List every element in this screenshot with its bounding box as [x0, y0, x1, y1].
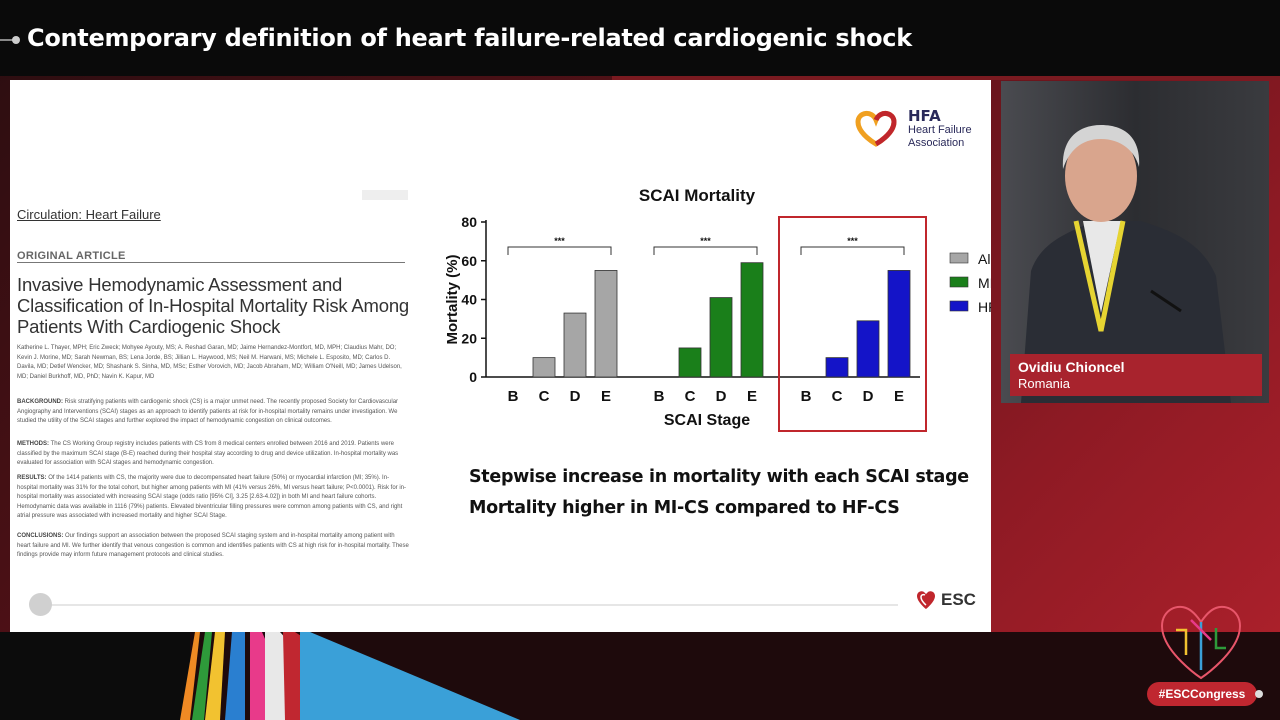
abstract-methods: METHODS: The CS Working Group registry i… — [17, 440, 409, 469]
bar-All-E — [594, 270, 618, 378]
esc-slide-text: ESC — [941, 590, 976, 609]
significance-label-All: *** — [554, 236, 565, 246]
hfa-line-1: Heart Failure — [908, 124, 972, 136]
slide-progress-knob — [29, 593, 52, 616]
session-title: Contemporary definition of heart failure… — [27, 24, 912, 52]
bar-HF-E — [887, 270, 911, 378]
background-label: BACKGROUND: — [17, 399, 63, 405]
legend-label-MI: MI — [978, 275, 991, 291]
results-text: Of the 1414 patients with CS, the majori… — [17, 475, 407, 519]
hfa-logo-text: HFA Heart Failure Association — [908, 108, 972, 150]
speaker-name: Ovidiu Chioncel — [1018, 359, 1125, 375]
hfa-abbr: HFA — [908, 107, 941, 125]
divider — [17, 262, 405, 263]
scai-mortality-chart: 0 20 40 60 80 Mortality (%) B C D E *** B C D E *** B C D E… — [444, 214, 991, 429]
x-tick-label-MI-D: D — [716, 388, 727, 405]
hf-highlight-box — [778, 216, 927, 432]
methods-label: METHODS: — [17, 441, 49, 447]
speaker-country: Romania — [1018, 376, 1071, 391]
x-tick-label-All-E: E — [601, 388, 611, 405]
y-tick-label-20: 20 — [461, 330, 477, 346]
results-label: RESULTS: — [17, 475, 47, 481]
accent-strip — [612, 76, 1280, 80]
bar-MI-D — [709, 297, 733, 378]
paper-title: Invasive Hemodynamic Assessment and Clas… — [17, 274, 410, 337]
esc-congress-heart-icon — [1160, 605, 1242, 680]
article-type: ORIGINAL ARTICLE — [17, 250, 126, 262]
y-tick-label-40: 40 — [461, 292, 477, 308]
journal-name: Circulation: Heart Failure — [17, 207, 161, 222]
legend-swatch-All — [949, 252, 969, 264]
x-tick-label-HF-C: C — [832, 388, 843, 405]
significance-bracket-HF — [800, 246, 905, 255]
hashtag-dot — [1255, 690, 1263, 698]
paper-authors: Katherine L. Thayer, MPH; Eric Zweck; Mo… — [17, 345, 402, 380]
title-bar-dot — [12, 36, 20, 44]
statement-line-1: Stepwise increase in mortality with each… — [469, 467, 969, 487]
methods-text: The CS Working Group registry includes p… — [17, 441, 399, 466]
bar-HF-C — [825, 357, 849, 378]
bar-All-C — [532, 357, 556, 378]
x-tick-label-HF-E: E — [894, 388, 904, 405]
x-axis-label: SCAI Stage — [664, 412, 750, 429]
bar-MI-C — [678, 347, 702, 378]
x-tick-label-MI-B: B — [654, 388, 665, 405]
statement-line-2: Mortality higher in MI-CS compared to HF… — [469, 498, 900, 518]
x-tick-label-All-B: B — [508, 388, 519, 405]
y-tick-label-80: 80 — [461, 214, 477, 230]
abstract-results: RESULTS: Of the 1414 patients with CS, t… — [17, 474, 409, 522]
top-title-bar: Contemporary definition of heart failure… — [0, 0, 1280, 76]
esc-slide-logo: ESC — [915, 589, 976, 611]
y-tick-label-60: 60 — [461, 253, 477, 269]
background-text: Risk stratifying patients with cardiogen… — [17, 399, 399, 424]
legend-swatch-HF — [949, 300, 969, 312]
speaker-lower-third: Ovidiu Chioncel Romania — [1010, 354, 1262, 396]
y-tick-label-0: 0 — [469, 369, 477, 385]
abstract-background: BACKGROUND: Risk stratifying patients wi… — [17, 398, 409, 427]
x-tick-label-HF-B: B — [801, 388, 812, 405]
bar-MI-E — [740, 262, 764, 378]
bar-All-D — [563, 312, 587, 378]
x-tick-label-MI-E: E — [747, 388, 757, 405]
hfa-line-2: Association — [908, 137, 965, 149]
abstract-conclusions: CONCLUSIONS: Our findings support an ass… — [17, 532, 409, 561]
conclusions-text: Our findings support an association betw… — [17, 533, 409, 558]
crossmark-icon — [362, 190, 408, 200]
presentation-slide: HFA Heart Failure Association Circulatio… — [10, 80, 991, 632]
chart-title: SCAI Mortality — [638, 186, 756, 205]
significance-bracket-MI — [653, 246, 758, 255]
significance-label-HF: *** — [847, 236, 858, 246]
x-tick-label-All-C: C — [539, 388, 550, 405]
stage-floor-graphic — [0, 632, 1280, 720]
legend-label-HF: HF — [978, 299, 991, 315]
congress-hashtag: #ESCCongress — [1147, 682, 1257, 706]
hfa-heart-logo-icon — [855, 111, 897, 147]
y-axis-label: Mortality (%) — [444, 254, 461, 344]
conclusions-label: CONCLUSIONS: — [17, 533, 64, 539]
x-tick-label-All-D: D — [570, 388, 581, 405]
legend-swatch-MI — [949, 276, 969, 288]
legend-label-All: All — [978, 251, 991, 267]
title-bar-line — [0, 39, 14, 41]
significance-label-MI: *** — [700, 236, 711, 246]
x-tick-label-MI-C: C — [685, 388, 696, 405]
bar-HF-D — [856, 320, 880, 378]
slide-progress-track — [50, 604, 898, 606]
esc-heart-icon — [917, 591, 935, 609]
x-tick-label-HF-D: D — [863, 388, 874, 405]
significance-bracket-All — [507, 246, 612, 255]
